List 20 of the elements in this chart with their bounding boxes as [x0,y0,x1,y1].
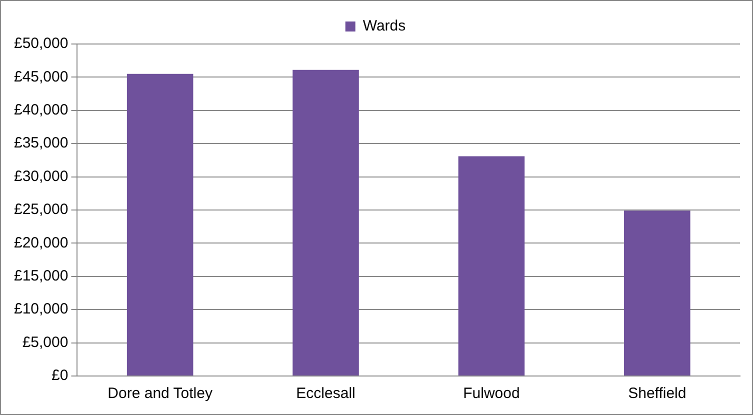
x-tick-label: Ecclesall [296,385,356,402]
bar [458,156,525,376]
bar [624,210,690,376]
y-tick-label: £35,000 [14,134,68,152]
x-tick-label: Dore and Totley [108,385,213,402]
bar [292,70,359,376]
y-tick-label: £50,000 [14,35,68,52]
y-tick-label: £15,000 [14,268,68,285]
legend-label: Wards [362,18,406,35]
y-tick-label: £20,000 [14,234,68,252]
y-tick-label: £45,000 [14,68,68,86]
x-tick-label: Fulwood [463,385,520,402]
bar [126,74,194,376]
x-tick-label: Sheffield [628,385,686,402]
y-tick-label: £10,000 [14,300,68,318]
y-tick-label: £0 [52,367,68,384]
y-tick-label: £40,000 [14,102,68,119]
y-tick-label: £25,000 [14,201,68,218]
y-tick-label: £30,000 [14,168,68,185]
y-tick-label: £5,000 [22,334,68,351]
